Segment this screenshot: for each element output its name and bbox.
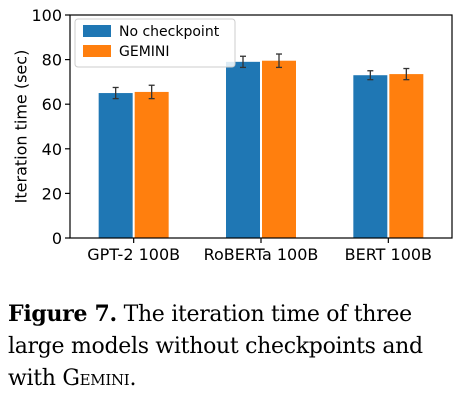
y-axis-ticks: 0 20 40 60 80 100 (31, 6, 70, 248)
bars-group (98, 60, 424, 239)
figure-caption: Figure 7. The iteration time of three la… (8, 298, 453, 395)
y-tick-label: 80 (42, 51, 62, 70)
y-tick-label: 0 (52, 229, 62, 248)
caption-text: The iteration time of three large models… (8, 302, 423, 391)
y-tick-label: 40 (42, 140, 62, 159)
legend-label: No checkpoint (119, 24, 220, 40)
x-axis-ticks: GPT-2 100B RoBERTa 100B BERT 100B (87, 238, 432, 264)
bar (353, 75, 388, 239)
x-tick-label: RoBERTa 100B (204, 245, 319, 264)
y-tick-label: 20 (42, 184, 62, 203)
caption-system-name: Gemini (62, 366, 130, 391)
y-axis-label: Iteration time (sec) (12, 50, 31, 204)
bar (98, 93, 133, 238)
error-bars-group (112, 53, 410, 100)
x-tick-label: BERT 100B (345, 245, 432, 264)
legend-label: GEMINI (119, 44, 170, 60)
bar-chart: 0 20 40 60 80 100 GPT-2 100B RoBERTa 100B BERT … (12, 6, 453, 264)
caption-label: Figure 7. (8, 301, 117, 327)
legend-swatch (83, 25, 111, 37)
y-tick-label: 100 (31, 6, 62, 25)
x-tick-label: GPT-2 100B (87, 245, 180, 264)
bar (134, 91, 169, 238)
legend-swatch (83, 45, 111, 57)
legend-box (74, 18, 236, 68)
bar (389, 74, 424, 238)
bar (226, 61, 260, 238)
caption-end: . (129, 366, 137, 391)
bar (262, 60, 296, 239)
legend: No checkpoint GEMINI (74, 18, 236, 68)
y-tick-label: 60 (42, 95, 62, 114)
